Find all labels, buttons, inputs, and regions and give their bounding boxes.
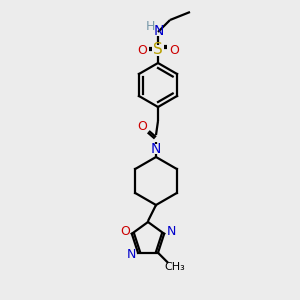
Text: O: O	[137, 121, 147, 134]
Text: O: O	[137, 44, 147, 56]
Text: N: N	[151, 142, 161, 156]
Text: N: N	[126, 248, 136, 261]
Text: S: S	[153, 43, 163, 58]
Text: O: O	[169, 44, 179, 56]
Text: O: O	[120, 225, 130, 238]
Text: N: N	[167, 225, 176, 238]
Text: H: H	[145, 20, 155, 32]
Text: N: N	[154, 24, 164, 38]
Text: CH₃: CH₃	[165, 262, 185, 272]
